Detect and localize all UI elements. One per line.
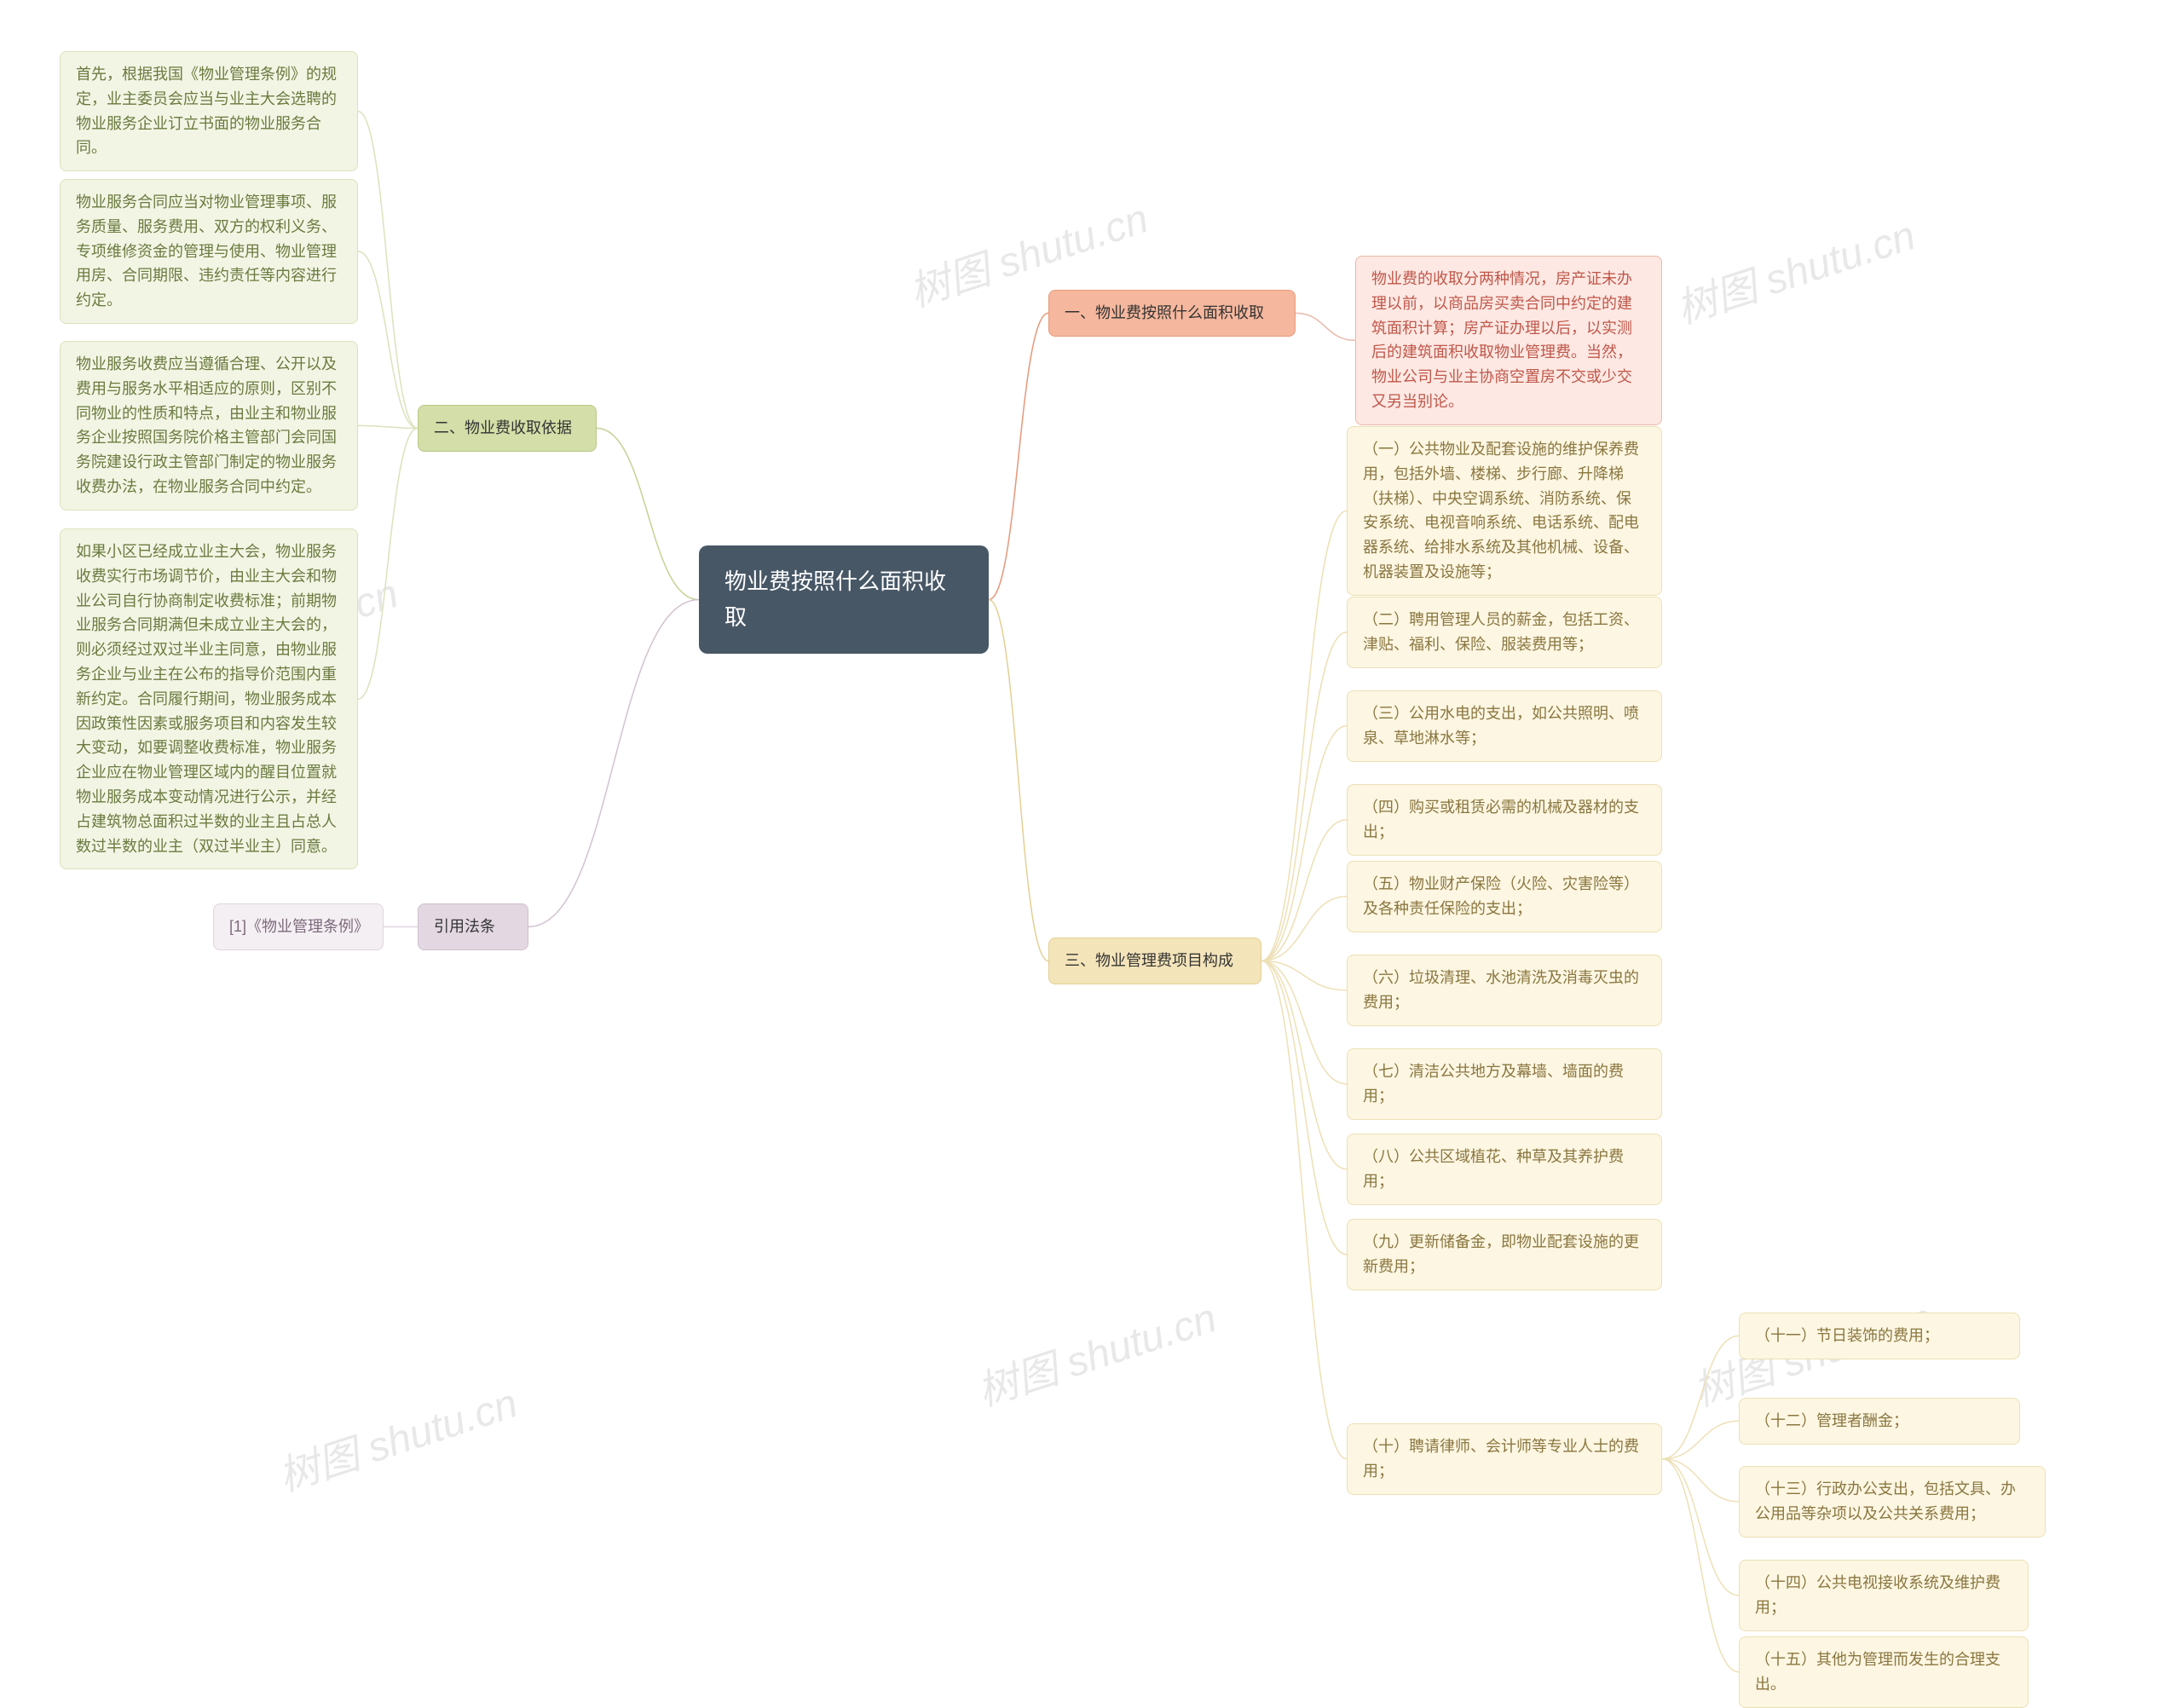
b3-leaf-5: （六）垃圾清理、水池清洗及消毒灭虫的费用； <box>1347 955 1662 1026</box>
b3-leaf-9-child-4: （十五）其他为管理而发生的合理支出。 <box>1739 1636 2029 1708</box>
b3-leaf-6: （七）清洁公共地方及幕墙、墙面的费用； <box>1347 1048 1662 1120</box>
branch-4: 引用法条 <box>418 903 528 950</box>
b3-leaf-1: （二）聘用管理人员的薪金，包括工资、津贴、福利、保险、服装费用等； <box>1347 597 1662 668</box>
b3-leaf-9: （十）聘请律师、会计师等专业人士的费用； <box>1347 1423 1662 1495</box>
b3-leaf-8: （九）更新储备金，即物业配套设施的更新费用； <box>1347 1219 1662 1290</box>
watermark: 树图 shutu.cn <box>1667 202 1921 335</box>
b3-leaf-2: （三）公用水电的支出，如公共照明、喷泉、草地淋水等； <box>1347 690 1662 762</box>
b3-leaf-0: （一）公共物业及配套设施的维护保养费用，包括外墙、楼梯、步行廊、升降梯（扶梯）、… <box>1347 426 1662 596</box>
watermark: 树图 shutu.cn <box>968 1284 1222 1417</box>
b3-leaf-9-child-0: （十一）节日装饰的费用； <box>1739 1313 2020 1359</box>
branch-3: 三、物业管理费项目构成 <box>1048 938 1261 984</box>
b2-leaf-2: 物业服务收费应当遵循合理、公开以及费用与服务水平相适应的原则，区别不同物业的性质… <box>60 341 358 511</box>
watermark: 树图 shutu.cn <box>269 1370 523 1503</box>
b3-leaf-9-child-3: （十四）公共电视接收系统及维护费用； <box>1739 1560 2029 1631</box>
b3-leaf-7: （八）公共区域植花、种草及其养护费用； <box>1347 1134 1662 1205</box>
b4-leaf-0: [1]《物业管理条例》 <box>213 903 384 950</box>
b3-leaf-3: （四）购买或租赁必需的机械及器材的支出； <box>1347 784 1662 856</box>
b3-leaf-4: （五）物业财产保险（火险、灾害险等）及各种责任保险的支出； <box>1347 861 1662 932</box>
b3-leaf-9-child-1: （十二）管理者酬金； <box>1739 1398 2020 1445</box>
b3-leaf-9-child-2: （十三）行政办公支出，包括文具、办公用品等杂项以及公共关系费用； <box>1739 1466 2046 1538</box>
b1-leaf-0: 物业费的收取分两种情况，房产证未办理以前，以商品房买卖合同中约定的建筑面积计算；… <box>1355 256 1662 425</box>
b2-leaf-3: 如果小区已经成立业主大会，物业服务收费实行市场调节价，由业主大会和物业公司自行协… <box>60 528 358 869</box>
branch-2: 二、物业费收取依据 <box>418 405 597 452</box>
b2-leaf-0: 首先，根据我国《物业管理条例》的规定，业主委员会应当与业主大会选聘的物业服务企业… <box>60 51 358 171</box>
b2-leaf-1: 物业服务合同应当对物业管理事项、服务质量、服务费用、双方的权利义务、专项维修资金… <box>60 179 358 324</box>
root-node: 物业费按照什么面积收取 <box>699 545 989 654</box>
branch-1: 一、物业费按照什么面积收取 <box>1048 290 1296 337</box>
